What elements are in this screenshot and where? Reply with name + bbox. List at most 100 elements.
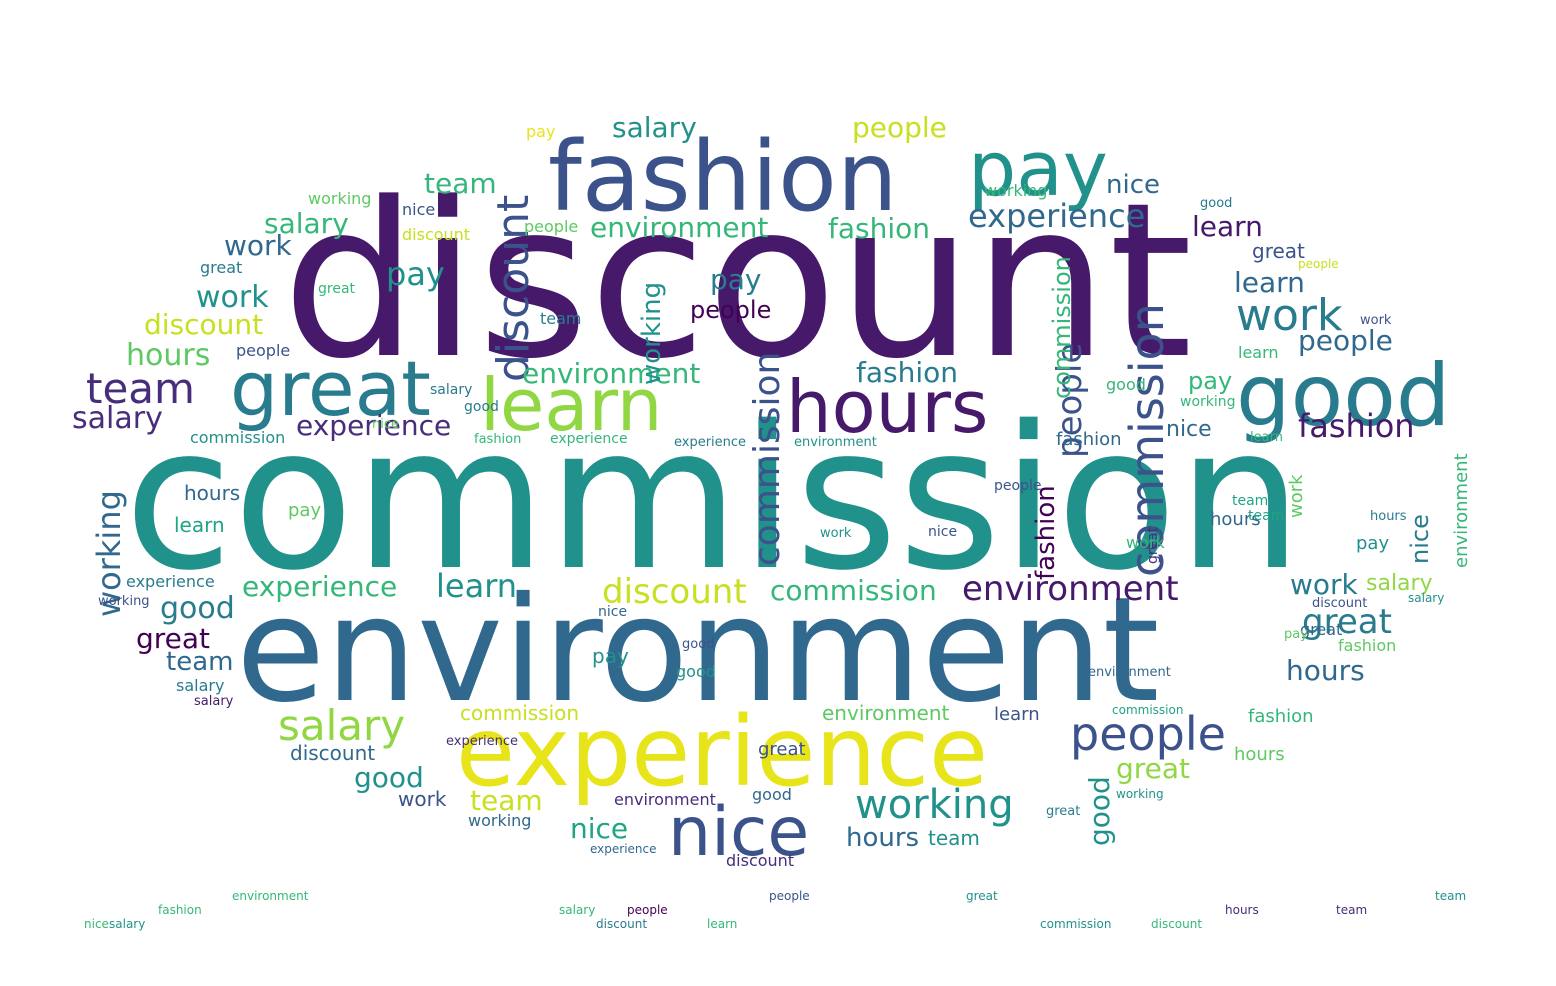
- word-discount: discount: [602, 572, 747, 612]
- word-pay: pay: [386, 255, 445, 293]
- word-discount: discount: [488, 195, 539, 382]
- word-good: good: [676, 662, 716, 681]
- word-great: great: [966, 889, 998, 903]
- word-discount: discount: [144, 308, 263, 341]
- word-experience: experience: [126, 572, 215, 591]
- word-team: team: [166, 647, 233, 677]
- word-discount: discount: [1151, 917, 1202, 931]
- word-work: work: [1290, 568, 1359, 601]
- word-fashion: fashion: [828, 212, 930, 245]
- word-commission: commission: [770, 574, 937, 607]
- word-team: team: [928, 826, 980, 850]
- word-team: team: [1435, 889, 1466, 903]
- word-people: people: [769, 889, 810, 903]
- word-learn: learn: [707, 917, 737, 931]
- word-good: good: [354, 761, 424, 794]
- word-discount: discount: [402, 225, 470, 244]
- word-learn: learn: [1234, 266, 1305, 299]
- word-environment: environment: [822, 701, 950, 725]
- word-pay: pay: [1356, 533, 1389, 554]
- word-salary: salary: [72, 401, 163, 436]
- word-nice: nice: [1106, 170, 1160, 200]
- word-salary: salary: [1408, 591, 1444, 605]
- word-salary: salary: [264, 207, 349, 240]
- word-good: good: [160, 591, 235, 626]
- word-good: good: [752, 785, 792, 804]
- word-hours: hours: [184, 481, 240, 505]
- word-pay: pay: [1284, 627, 1308, 642]
- word-salary: salary: [612, 111, 697, 144]
- word-commission: commission: [460, 701, 579, 725]
- word-commission: commission: [1040, 917, 1111, 931]
- word-experience: experience: [550, 431, 628, 447]
- word-people: people: [627, 903, 668, 917]
- word-work: work: [1286, 474, 1307, 518]
- word-experience: experience: [296, 409, 451, 442]
- word-fashion: fashion: [1056, 429, 1122, 450]
- word-great: great: [1145, 526, 1161, 564]
- word-work: work: [1360, 313, 1392, 328]
- word-learn: learn: [994, 704, 1040, 725]
- word-learn: learn: [1192, 210, 1263, 243]
- word-discount: discount: [596, 917, 647, 931]
- word-working: working: [637, 282, 667, 385]
- word-work: work: [398, 787, 447, 811]
- word-environment: environment: [1451, 453, 1472, 568]
- word-pay: pay: [526, 122, 555, 141]
- word-pay: pay: [1188, 367, 1232, 395]
- word-team: team: [86, 364, 195, 413]
- word-people: people: [690, 296, 771, 324]
- word-experience: experience: [242, 570, 397, 603]
- word-team: team: [540, 309, 582, 328]
- word-hours: hours: [1225, 903, 1259, 917]
- word-environment: environment: [590, 211, 768, 244]
- word-fashion: fashion: [158, 903, 202, 917]
- word-people: people: [852, 111, 947, 144]
- word-salary: salary: [430, 382, 472, 398]
- word-great: great: [136, 622, 210, 655]
- word-environment: environment: [522, 357, 700, 390]
- word-salary: salary: [278, 701, 405, 750]
- word-hours: hours: [1286, 654, 1365, 687]
- word-great: great: [1252, 239, 1305, 263]
- word-commission: commission: [747, 352, 788, 566]
- word-learn: learn: [480, 363, 662, 447]
- word-great: great: [230, 344, 431, 433]
- word-working: working: [984, 181, 1047, 200]
- word-pay: pay: [592, 644, 629, 668]
- word-environment: environment: [614, 790, 716, 809]
- word-learn: learn: [1250, 430, 1283, 445]
- word-working: working: [1180, 394, 1236, 410]
- word-team: team: [1232, 493, 1268, 509]
- word-good: good: [1200, 196, 1232, 211]
- word-nice: nice: [1166, 417, 1212, 442]
- word-nice: nice: [1406, 514, 1434, 564]
- word-environment: environment: [236, 566, 1159, 735]
- word-work: work: [1126, 533, 1165, 552]
- word-work: work: [1236, 290, 1343, 341]
- word-working: working: [308, 189, 371, 208]
- word-great: great: [1300, 620, 1342, 639]
- word-nice: nice: [372, 417, 399, 432]
- word-salary: salary: [1366, 571, 1433, 596]
- word-good: good: [682, 637, 714, 652]
- word-good: good: [1236, 346, 1450, 446]
- word-great: great: [1046, 804, 1080, 819]
- word-commission: commission: [190, 428, 285, 447]
- word-environment: environment: [232, 889, 309, 903]
- word-people: people: [236, 341, 290, 360]
- word-people: people: [524, 217, 578, 236]
- word-work: work: [196, 280, 269, 315]
- word-nice: nice: [570, 812, 628, 845]
- word-group: discountcommissionenvironmentexperiencef…: [72, 111, 1472, 931]
- word-salary: salary: [109, 917, 145, 931]
- word-pay: pay: [968, 124, 1108, 213]
- word-salary: salary: [176, 676, 224, 695]
- word-fashion: fashion: [1031, 485, 1061, 580]
- word-learn: learn: [436, 567, 517, 605]
- word-great: great: [200, 258, 242, 277]
- word-working: working: [90, 490, 128, 617]
- word-environment: environment: [962, 569, 1179, 609]
- word-discount: discount: [726, 851, 794, 870]
